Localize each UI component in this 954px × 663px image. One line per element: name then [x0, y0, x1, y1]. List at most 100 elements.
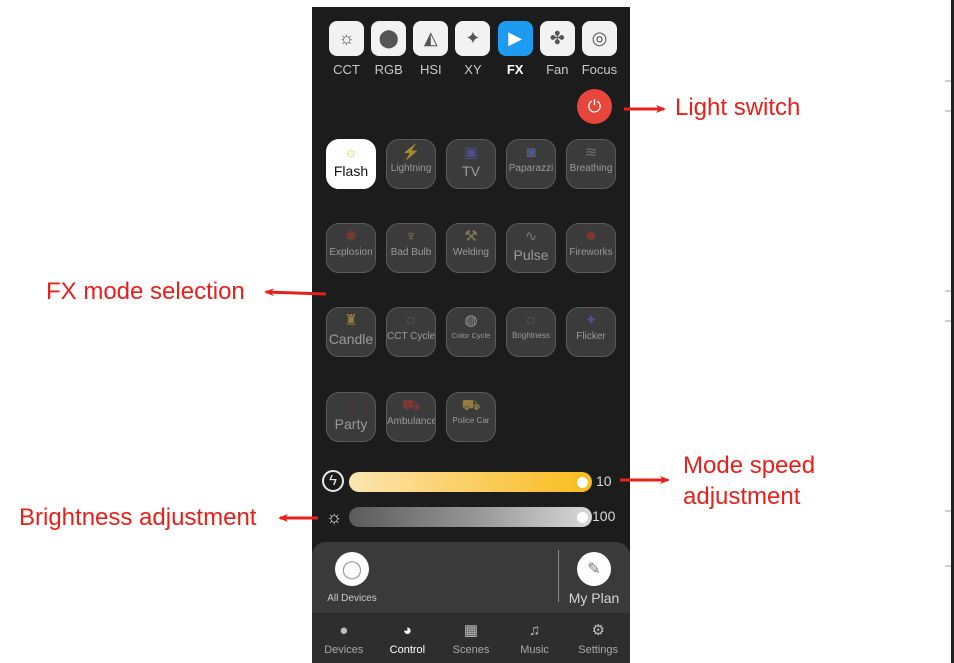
tab-scenes[interactable]: ▦ Scenes [439, 613, 503, 663]
tab-label: Control [389, 644, 426, 656]
brightness-slider-row: ☼ 100 [322, 505, 622, 529]
my-plan-label: My Plan [568, 590, 620, 606]
fx-label: Candle [328, 331, 374, 347]
mode-label: CCT [333, 62, 360, 77]
fx-ambulance-button[interactable]: ⛟ Ambulance [386, 392, 436, 442]
wind-icon: ≋ [584, 144, 598, 161]
right-edge-bar [945, 0, 954, 663]
plan-document-icon: ✎ [577, 552, 611, 586]
scenes-grid-icon: ▦ [463, 622, 479, 639]
brightness-slider-handle[interactable] [577, 512, 588, 523]
fx-bad-bulb-button[interactable]: ♆ Bad Bulb [386, 223, 436, 273]
brightness-cycle-icon: ◌ [526, 312, 536, 329]
bad-bulb-icon: ♆ [405, 228, 417, 245]
camera-icon: ◙ [526, 144, 536, 161]
fx-label: Bad Bulb [390, 247, 432, 258]
fx-label: Breathing [569, 163, 613, 174]
fx-label: Ambulance [387, 416, 436, 427]
speed-slider-row: ϟ 10 [322, 470, 622, 494]
fx-label: Pulse [513, 247, 549, 263]
tab-label: Scenes [452, 644, 490, 656]
mode-label: HSI [419, 62, 442, 77]
mode-speed-annotation-line1: Mode speed [683, 452, 816, 479]
fx-label: Welding [453, 247, 489, 258]
fx-label: Paparazzi [508, 163, 554, 174]
tab-music[interactable]: ♫ Music [503, 613, 567, 663]
cct-cycle-icon: ◌ [406, 312, 416, 329]
fx-paparazzi-button[interactable]: ◙ Paparazzi [506, 139, 556, 189]
focus-icon: ◎ [581, 21, 617, 56]
paint-bucket-icon: ◭ [413, 21, 449, 56]
lightning-icon: ⚡ [401, 144, 421, 161]
all-devices-label: All Devices [327, 593, 377, 604]
tab-label: Devices [324, 644, 364, 656]
fireworks-icon: ✹ [584, 228, 598, 245]
mode-tab-hsi[interactable]: ◭ HSI [412, 21, 449, 77]
fx-explosion-button[interactable]: ✺ Explosion [326, 223, 376, 273]
fx-flicker-button[interactable]: ✦ Flicker [566, 307, 616, 357]
mode-tab-rgb[interactable]: ⬤ RGB [370, 21, 407, 77]
fx-police-car-button[interactable]: ⛟ Police Car [446, 392, 496, 442]
mode-label: XY [464, 62, 482, 77]
tv-icon: ▣ [463, 144, 479, 161]
light-switch-annotation: Light switch [675, 94, 801, 121]
mode-selector: ☼ CCT ⬤ RGB ◭ HSI ✦ XY ▶ FX ✤ Fan ◎ Focus [328, 21, 618, 77]
mode-label: RGB [374, 62, 403, 77]
fx-label: Flicker [576, 331, 606, 342]
bulb-icon: ● [339, 622, 349, 639]
fx-tv-button[interactable]: ▣ TV [446, 139, 496, 189]
fx-cct-cycle-button[interactable]: ◌ CCT Cycle [386, 307, 436, 357]
mode-label: FX [506, 62, 524, 77]
music-note-icon: ♫ [528, 622, 541, 639]
my-plan-button[interactable]: ✎ My Plan [564, 552, 624, 606]
fx-label: Explosion [329, 247, 373, 258]
fx-pulse-button[interactable]: ∿ Pulse [506, 223, 556, 273]
fx-flash-button[interactable]: ☼ Flash [326, 139, 376, 189]
mode-tab-fan[interactable]: ✤ Fan [539, 21, 576, 77]
tab-label: Music [520, 644, 549, 656]
sparkle-icon: ✦ [455, 21, 491, 56]
light-switch-button[interactable]: ⏻ [577, 89, 612, 124]
fx-brightness-button[interactable]: ◌ Brightness [506, 307, 556, 357]
device-panel: ◯ All Devices ✎ My Plan [312, 542, 630, 617]
flicker-sparkle-icon: ✦ [584, 312, 598, 329]
fx-breathing-button[interactable]: ≋ Breathing [566, 139, 616, 189]
fx-lightning-button[interactable]: ⚡ Lightning [386, 139, 436, 189]
fx-party-button[interactable]: ♪ Party [326, 392, 376, 442]
fx-mode-annotation: FX mode selection [46, 278, 245, 305]
speed-slider-handle[interactable] [577, 477, 588, 488]
ambulance-icon: ⛟ [401, 397, 421, 414]
brightness-value: 100 [592, 508, 616, 524]
speed-lightning-icon: ϟ [322, 470, 344, 492]
fx-play-icon: ▶ [497, 21, 533, 56]
mode-speed-annotation-line2: adjustment [683, 483, 801, 510]
fx-welding-button[interactable]: ⚒ Welding [446, 223, 496, 273]
fx-candle-button[interactable]: ♜ Candle [326, 307, 376, 357]
brightness-annotation: Brightness adjustment [19, 504, 257, 531]
explosion-icon: ✺ [344, 228, 358, 245]
brightness-slider[interactable] [349, 507, 592, 527]
mode-tab-focus[interactable]: ◎ Focus [581, 21, 618, 77]
mode-tab-cct[interactable]: ☼ CCT [328, 21, 365, 77]
tab-settings[interactable]: ⚙ Settings [566, 613, 630, 663]
fx-fireworks-button[interactable]: ✹ Fireworks [566, 223, 616, 273]
fx-label: Party [334, 416, 368, 432]
mode-label: Fan [546, 62, 569, 77]
fx-color-cycle-button[interactable]: ◍ Color Cycle [446, 307, 496, 357]
bulb-outline-icon: ◯ [335, 552, 369, 586]
color-cycle-icon: ◍ [464, 312, 478, 329]
fx-label: Flash [333, 163, 369, 179]
pulse-icon: ∿ [524, 228, 538, 245]
mode-tab-xy[interactable]: ✦ XY [454, 21, 491, 77]
fx-label: Fireworks [569, 247, 613, 258]
all-devices-button[interactable]: ◯ All Devices [326, 552, 378, 604]
bottom-tab-bar: ● Devices ◕ Control ▦ Scenes ♫ Music ⚙ Settings [312, 613, 630, 663]
tab-control[interactable]: ◕ Control [376, 613, 440, 663]
mode-tab-fx[interactable]: ▶ FX [497, 21, 534, 77]
speed-slider[interactable] [349, 472, 592, 492]
mode-label: Focus [581, 62, 618, 77]
brightness-sun-icon: ☼ [325, 507, 343, 527]
tab-devices[interactable]: ● Devices [312, 613, 376, 663]
